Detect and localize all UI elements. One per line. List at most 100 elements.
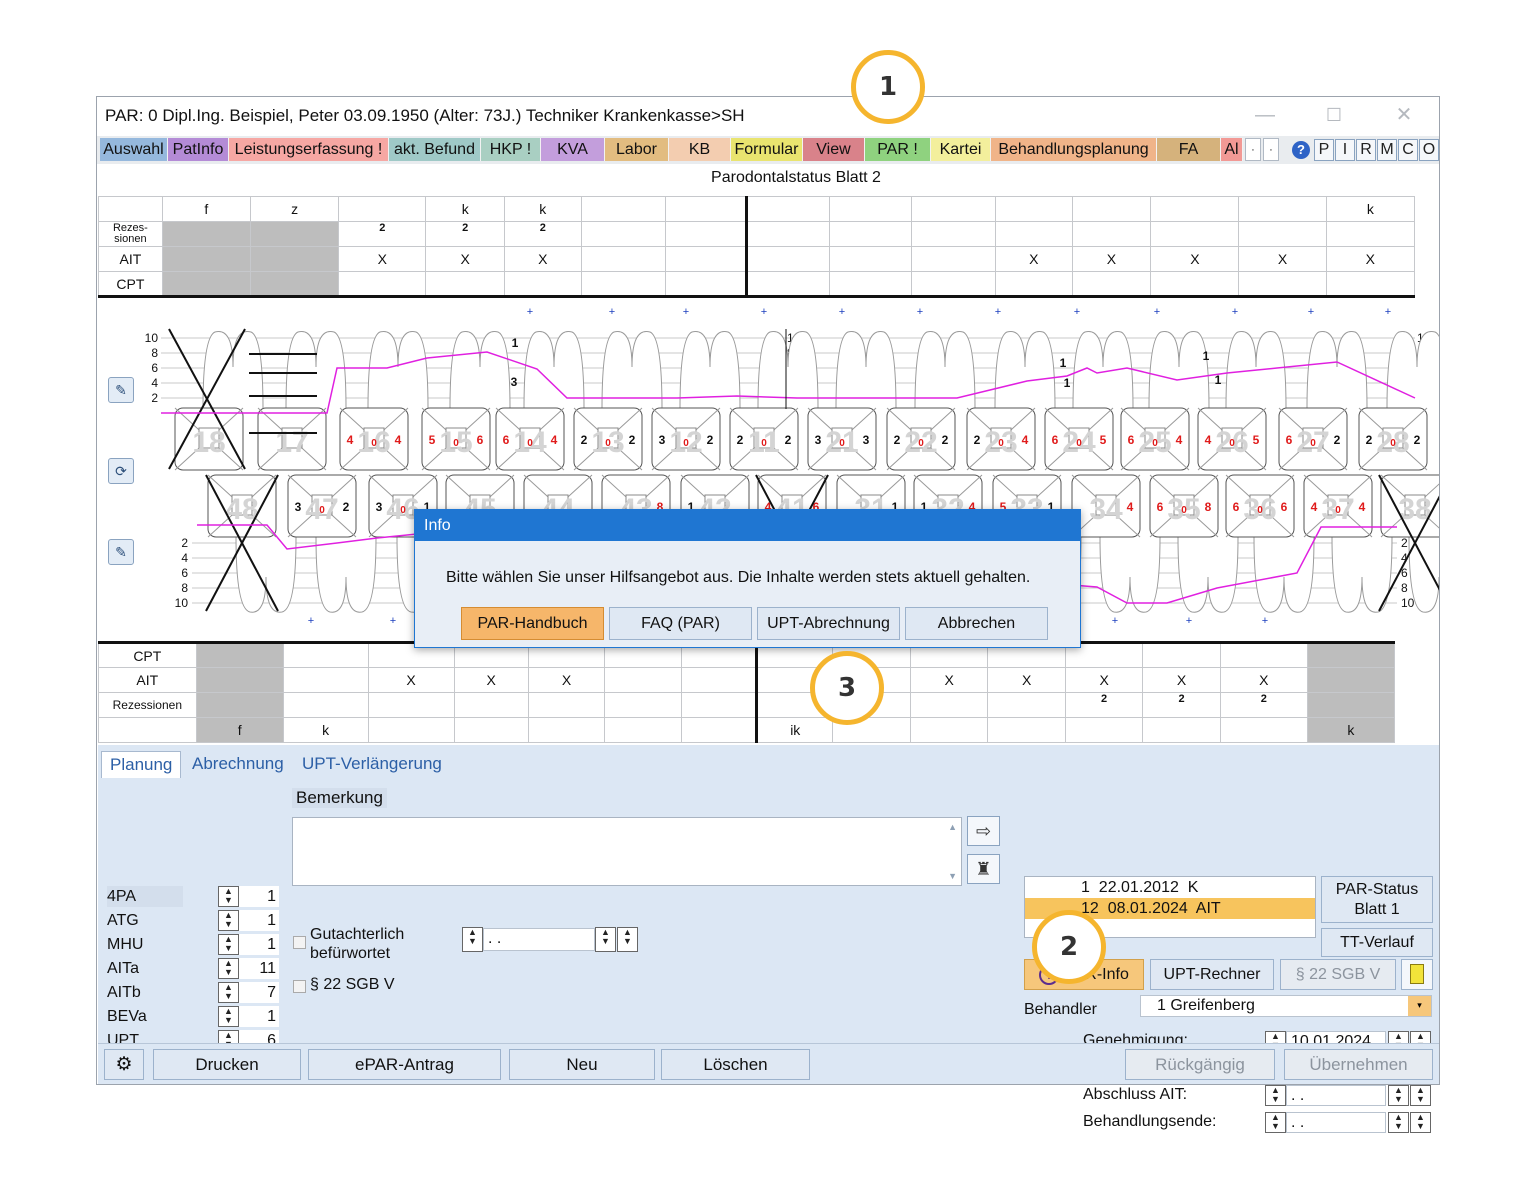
upt-rechner-button[interactable]: UPT-Rechner [1150, 959, 1274, 990]
par-handbuch-button[interactable]: PAR-Handbuch [461, 607, 604, 640]
tooth-number: 36 [1243, 493, 1276, 526]
counter-spinner[interactable]: ▲▼ [218, 982, 239, 1003]
date-field[interactable]: . . [1286, 1085, 1386, 1106]
quick-button-c[interactable]: C [1398, 139, 1418, 161]
gutachterlich-spinner-right[interactable]: ▲ ▼ [595, 927, 616, 952]
table-cell: X [995, 246, 1073, 272]
table-cell [987, 717, 1066, 743]
rueckgaengig-button[interactable]: Rückgängig [1125, 1049, 1275, 1080]
gutachterlich-checkbox[interactable] [293, 936, 306, 949]
date-spinner-right-2[interactable]: ▲▼ [1410, 1085, 1431, 1106]
svg-text:4: 4 [765, 500, 772, 514]
row-label: Rezes- sionen [98, 221, 163, 247]
counter-spinner[interactable]: ▲▼ [218, 910, 239, 931]
tab-hkp[interactable]: HKP ! [481, 138, 541, 161]
counter-spinner[interactable]: ▲▼ [218, 886, 239, 907]
counter-spinner[interactable]: ▲▼ [218, 1006, 239, 1027]
minimize-button[interactable]: — [1255, 104, 1275, 126]
edit-lower-icon[interactable]: ✎ [108, 539, 134, 565]
counter-value[interactable]: 1 [239, 1006, 279, 1027]
date-spinner-right[interactable]: ▲▼ [1388, 1112, 1409, 1133]
maximize-button[interactable]: ☐ [1325, 105, 1343, 125]
counter-value[interactable]: 1 [239, 910, 279, 931]
counter-spinner[interactable]: ▲▼ [218, 934, 239, 955]
quick-button-p[interactable]: P [1314, 139, 1334, 161]
counter-value[interactable]: 1 [239, 886, 279, 907]
quick-button-m[interactable]: M [1377, 139, 1397, 161]
tab-al[interactable]: Al [1221, 138, 1243, 161]
gutachterlich-spinner-right-2[interactable]: ▲ ▼ [617, 927, 638, 952]
gutachterlich-spinner-left[interactable]: ▲ ▼ [462, 927, 483, 952]
tab-abrechnung[interactable]: Abrechnung [192, 754, 284, 773]
counter-spinner[interactable]: ▲▼ [218, 958, 239, 979]
edit-upper-icon[interactable]: ✎ [108, 377, 134, 403]
list-item[interactable]: 1 22.01.2012 K [1081, 879, 1199, 896]
svg-text:2: 2 [707, 433, 714, 447]
counter-value[interactable]: 7 [239, 982, 279, 1003]
tooth-mark: 3 [511, 375, 518, 389]
par-status-button[interactable]: PAR-Status Blatt 1 [1321, 876, 1433, 923]
tab-akt-befund[interactable]: akt. Befund [389, 138, 481, 161]
date-spinner-right[interactable]: ▲▼ [1388, 1085, 1409, 1106]
tab-formular[interactable]: Formular [731, 138, 803, 161]
tab-scroll-right-icon[interactable]: · [1263, 138, 1279, 161]
quick-button-o[interactable]: O [1419, 139, 1439, 161]
loeschen-button[interactable]: Löschen [661, 1049, 810, 1080]
epar-antrag-button[interactable]: ePAR-Antrag [308, 1049, 501, 1080]
table-cell [995, 221, 1073, 247]
chevron-down-icon[interactable]: ▾ [1408, 996, 1431, 1016]
date-field[interactable]: . . [1286, 1112, 1386, 1133]
tab-upt-verlaengerung[interactable]: UPT-Verlängerung [302, 754, 442, 773]
clipboard-icon[interactable] [1401, 959, 1433, 990]
quick-button-i[interactable]: I [1335, 139, 1355, 161]
tab-par[interactable]: PAR ! [865, 138, 931, 161]
quick-button-r[interactable]: R [1356, 139, 1376, 161]
gutachterlich-date-field[interactable]: . . [483, 928, 595, 951]
tab-labor[interactable]: Labor [605, 138, 669, 161]
drucken-button[interactable]: Drucken [153, 1049, 301, 1080]
tab-auswahl[interactable]: Auswahl [100, 138, 168, 161]
arrow-right-icon[interactable]: ⇨ [967, 816, 1000, 846]
behandler-select[interactable]: 1 Greifenberg [1140, 995, 1432, 1017]
bemerkung-textarea[interactable]: ▲ ▼ [292, 817, 962, 886]
abbrechen-button[interactable]: Abbrechen [905, 607, 1048, 640]
table-cell [580, 271, 666, 298]
sgb-button[interactable]: § 22 SGB V [1280, 959, 1396, 990]
tab-kartei[interactable]: Kartei [931, 138, 991, 161]
counter-value[interactable]: 11 [239, 958, 279, 979]
scroll-down-icon[interactable]: ▼ [948, 871, 957, 881]
tab-kb[interactable]: KB [669, 138, 731, 161]
tab-leistungserfassung[interactable]: Leistungserfassung ! [229, 138, 389, 161]
close-button[interactable]: ✕ [1395, 104, 1413, 126]
help-icon[interactable]: ? [1292, 141, 1310, 159]
uebernehmen-button[interactable]: Übernehmen [1284, 1049, 1433, 1080]
table-cell [680, 717, 758, 743]
svg-text:0: 0 [918, 438, 924, 449]
date-spinner-left[interactable]: ▲▼ [1265, 1085, 1286, 1106]
upt-abrechnung-button[interactable]: UPT-Abrechnung [757, 607, 900, 640]
list-item-selected[interactable]: 12 08.01.2024 AIT [1025, 898, 1315, 919]
tab-view[interactable]: View [803, 138, 865, 161]
table-cell [1325, 271, 1416, 298]
counter-value[interactable]: 1 [239, 934, 279, 955]
sgb-checkbox[interactable] [293, 980, 306, 993]
settings-icon[interactable]: ⚙ [104, 1049, 144, 1080]
switch-jaw-icon[interactable]: ⟳ [108, 458, 134, 484]
lower-tooth-48: 48 [205, 474, 279, 612]
date-spinner-left[interactable]: ▲▼ [1265, 1112, 1286, 1133]
tab-behandlungsplanung[interactable]: Behandlungsplanung [991, 138, 1157, 161]
tab-kva[interactable]: KVA [541, 138, 605, 161]
tab-planung[interactable]: Planung [101, 751, 182, 778]
tt-verlauf-button[interactable]: TT-Verlauf [1321, 928, 1433, 957]
svg-text:0: 0 [1152, 438, 1158, 449]
tab-scroll-left-icon[interactable]: · [1245, 138, 1261, 161]
scroll-up-icon[interactable]: ▲ [948, 822, 957, 832]
date-spinner-right-2[interactable]: ▲▼ [1410, 1112, 1431, 1133]
neu-button[interactable]: Neu [509, 1049, 655, 1080]
tab-patinfo[interactable]: PatInfo [168, 138, 229, 161]
faq-par-button[interactable]: FAQ (PAR) [609, 607, 752, 640]
tab-fa[interactable]: FA [1157, 138, 1221, 161]
scale-label: 10 [1401, 596, 1415, 610]
tooth-icon[interactable]: ♜ [967, 854, 1000, 884]
table-cell [338, 271, 427, 298]
